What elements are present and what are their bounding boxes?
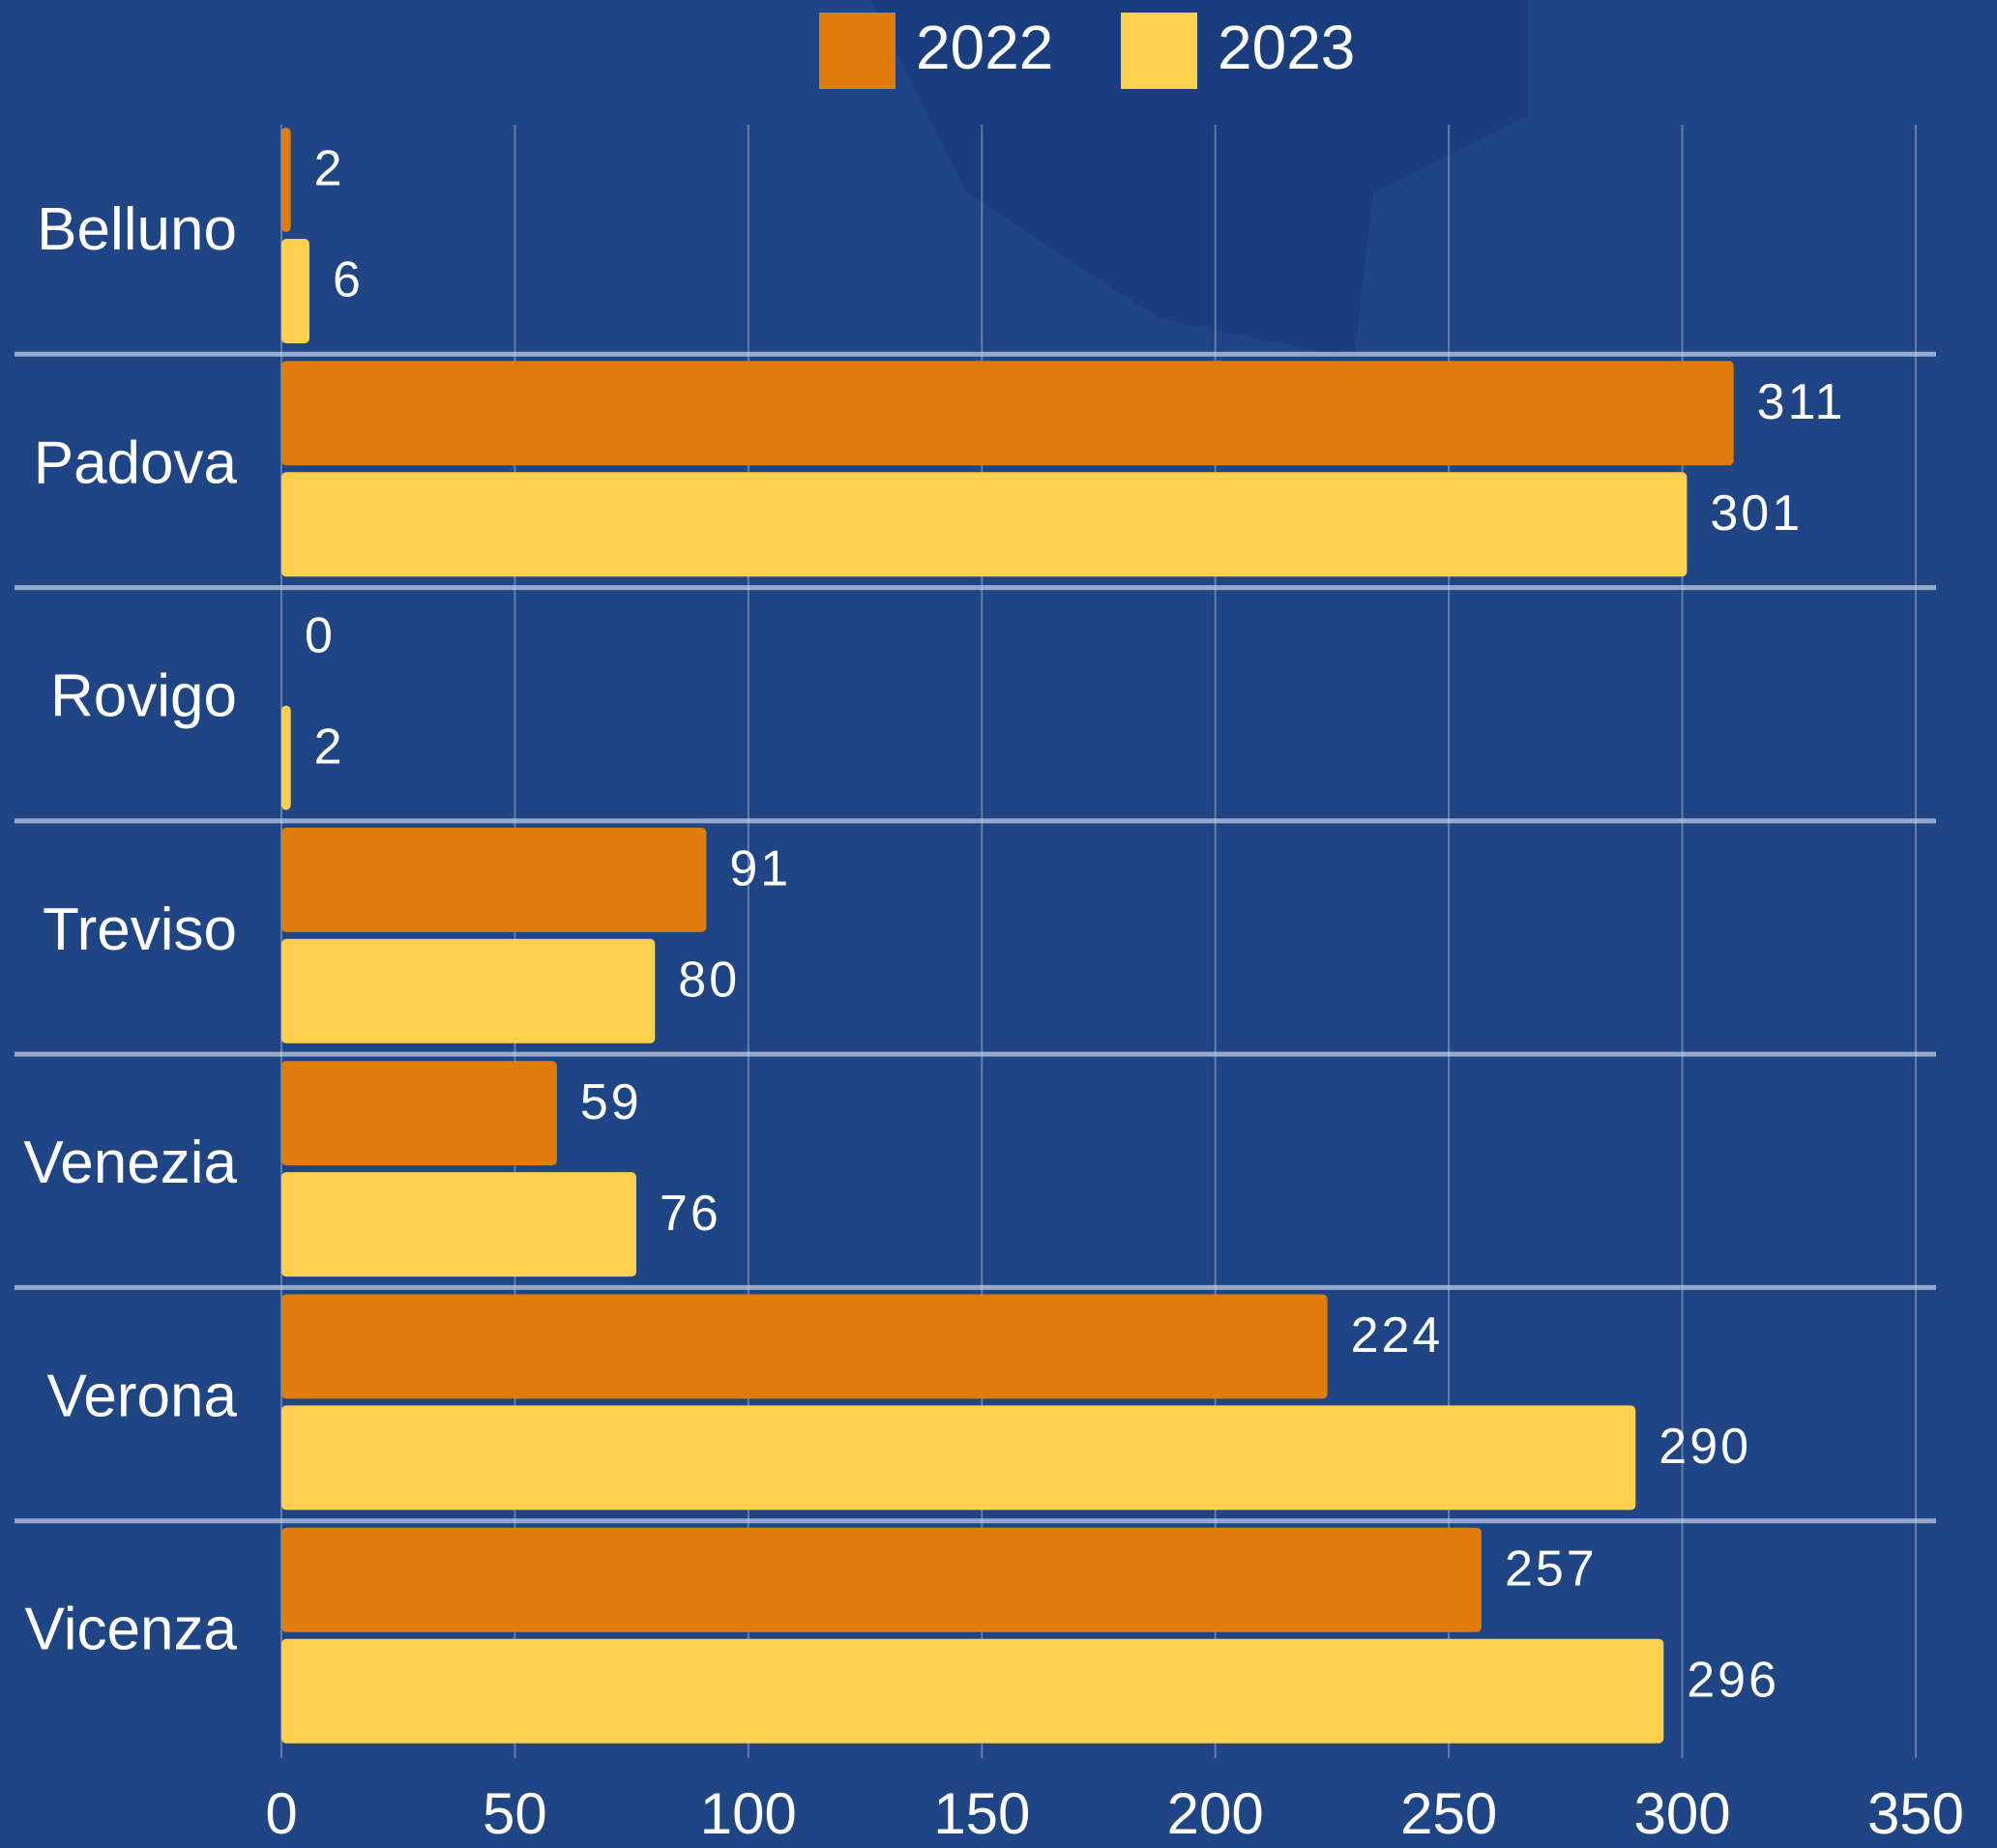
x-tick-label: 300 xyxy=(1634,1781,1731,1846)
legend-swatch xyxy=(819,13,896,89)
bar xyxy=(281,128,291,232)
legend-swatch xyxy=(1121,13,1197,89)
value-label: 80 xyxy=(678,953,740,1009)
bar xyxy=(281,361,1734,465)
category-label: Vicenza xyxy=(25,1597,238,1663)
bar xyxy=(281,706,291,810)
bar xyxy=(281,828,706,932)
bar xyxy=(281,239,309,343)
x-tick-label: 0 xyxy=(265,1781,297,1846)
bar xyxy=(281,939,655,1043)
value-label: 224 xyxy=(1351,1307,1444,1364)
category-label: Padova xyxy=(34,429,238,496)
value-label: 2 xyxy=(314,719,345,775)
value-label: 296 xyxy=(1687,1652,1779,1708)
legend-label: 2022 xyxy=(916,13,1053,82)
x-tick-label: 50 xyxy=(483,1781,547,1846)
category-label: Rovigo xyxy=(50,663,237,730)
bar xyxy=(281,1528,1482,1632)
bar xyxy=(281,1294,1328,1398)
value-label: 290 xyxy=(1659,1419,1751,1475)
value-label: 59 xyxy=(580,1074,642,1130)
value-label: 2 xyxy=(314,141,345,197)
bar xyxy=(281,1639,1663,1744)
x-tick-label: 250 xyxy=(1400,1781,1497,1846)
legend-label: 2023 xyxy=(1218,13,1355,82)
bar xyxy=(281,1405,1635,1510)
category-label: Belluno xyxy=(37,196,237,263)
value-label: 91 xyxy=(729,841,791,897)
bar xyxy=(281,472,1687,576)
category-label: Venezia xyxy=(23,1129,237,1196)
value-label: 0 xyxy=(305,607,336,663)
x-tick-label: 150 xyxy=(933,1781,1030,1846)
value-label: 76 xyxy=(660,1186,721,1242)
value-label: 301 xyxy=(1710,485,1803,542)
value-label: 6 xyxy=(333,252,364,308)
category-label: Treviso xyxy=(43,896,237,963)
chart: 0 50 100 150 200 250 300 350 2022 2023 Belluno 2 6 Pa… xyxy=(0,0,1997,1848)
bar xyxy=(281,1061,557,1165)
category-label: Verona xyxy=(46,1363,237,1429)
value-label: 311 xyxy=(1757,374,1846,430)
value-label: 257 xyxy=(1505,1540,1598,1597)
bar xyxy=(281,1172,636,1276)
x-tick-label: 350 xyxy=(1867,1781,1964,1846)
x-tick-label: 200 xyxy=(1167,1781,1264,1846)
x-tick-label: 100 xyxy=(700,1781,797,1846)
